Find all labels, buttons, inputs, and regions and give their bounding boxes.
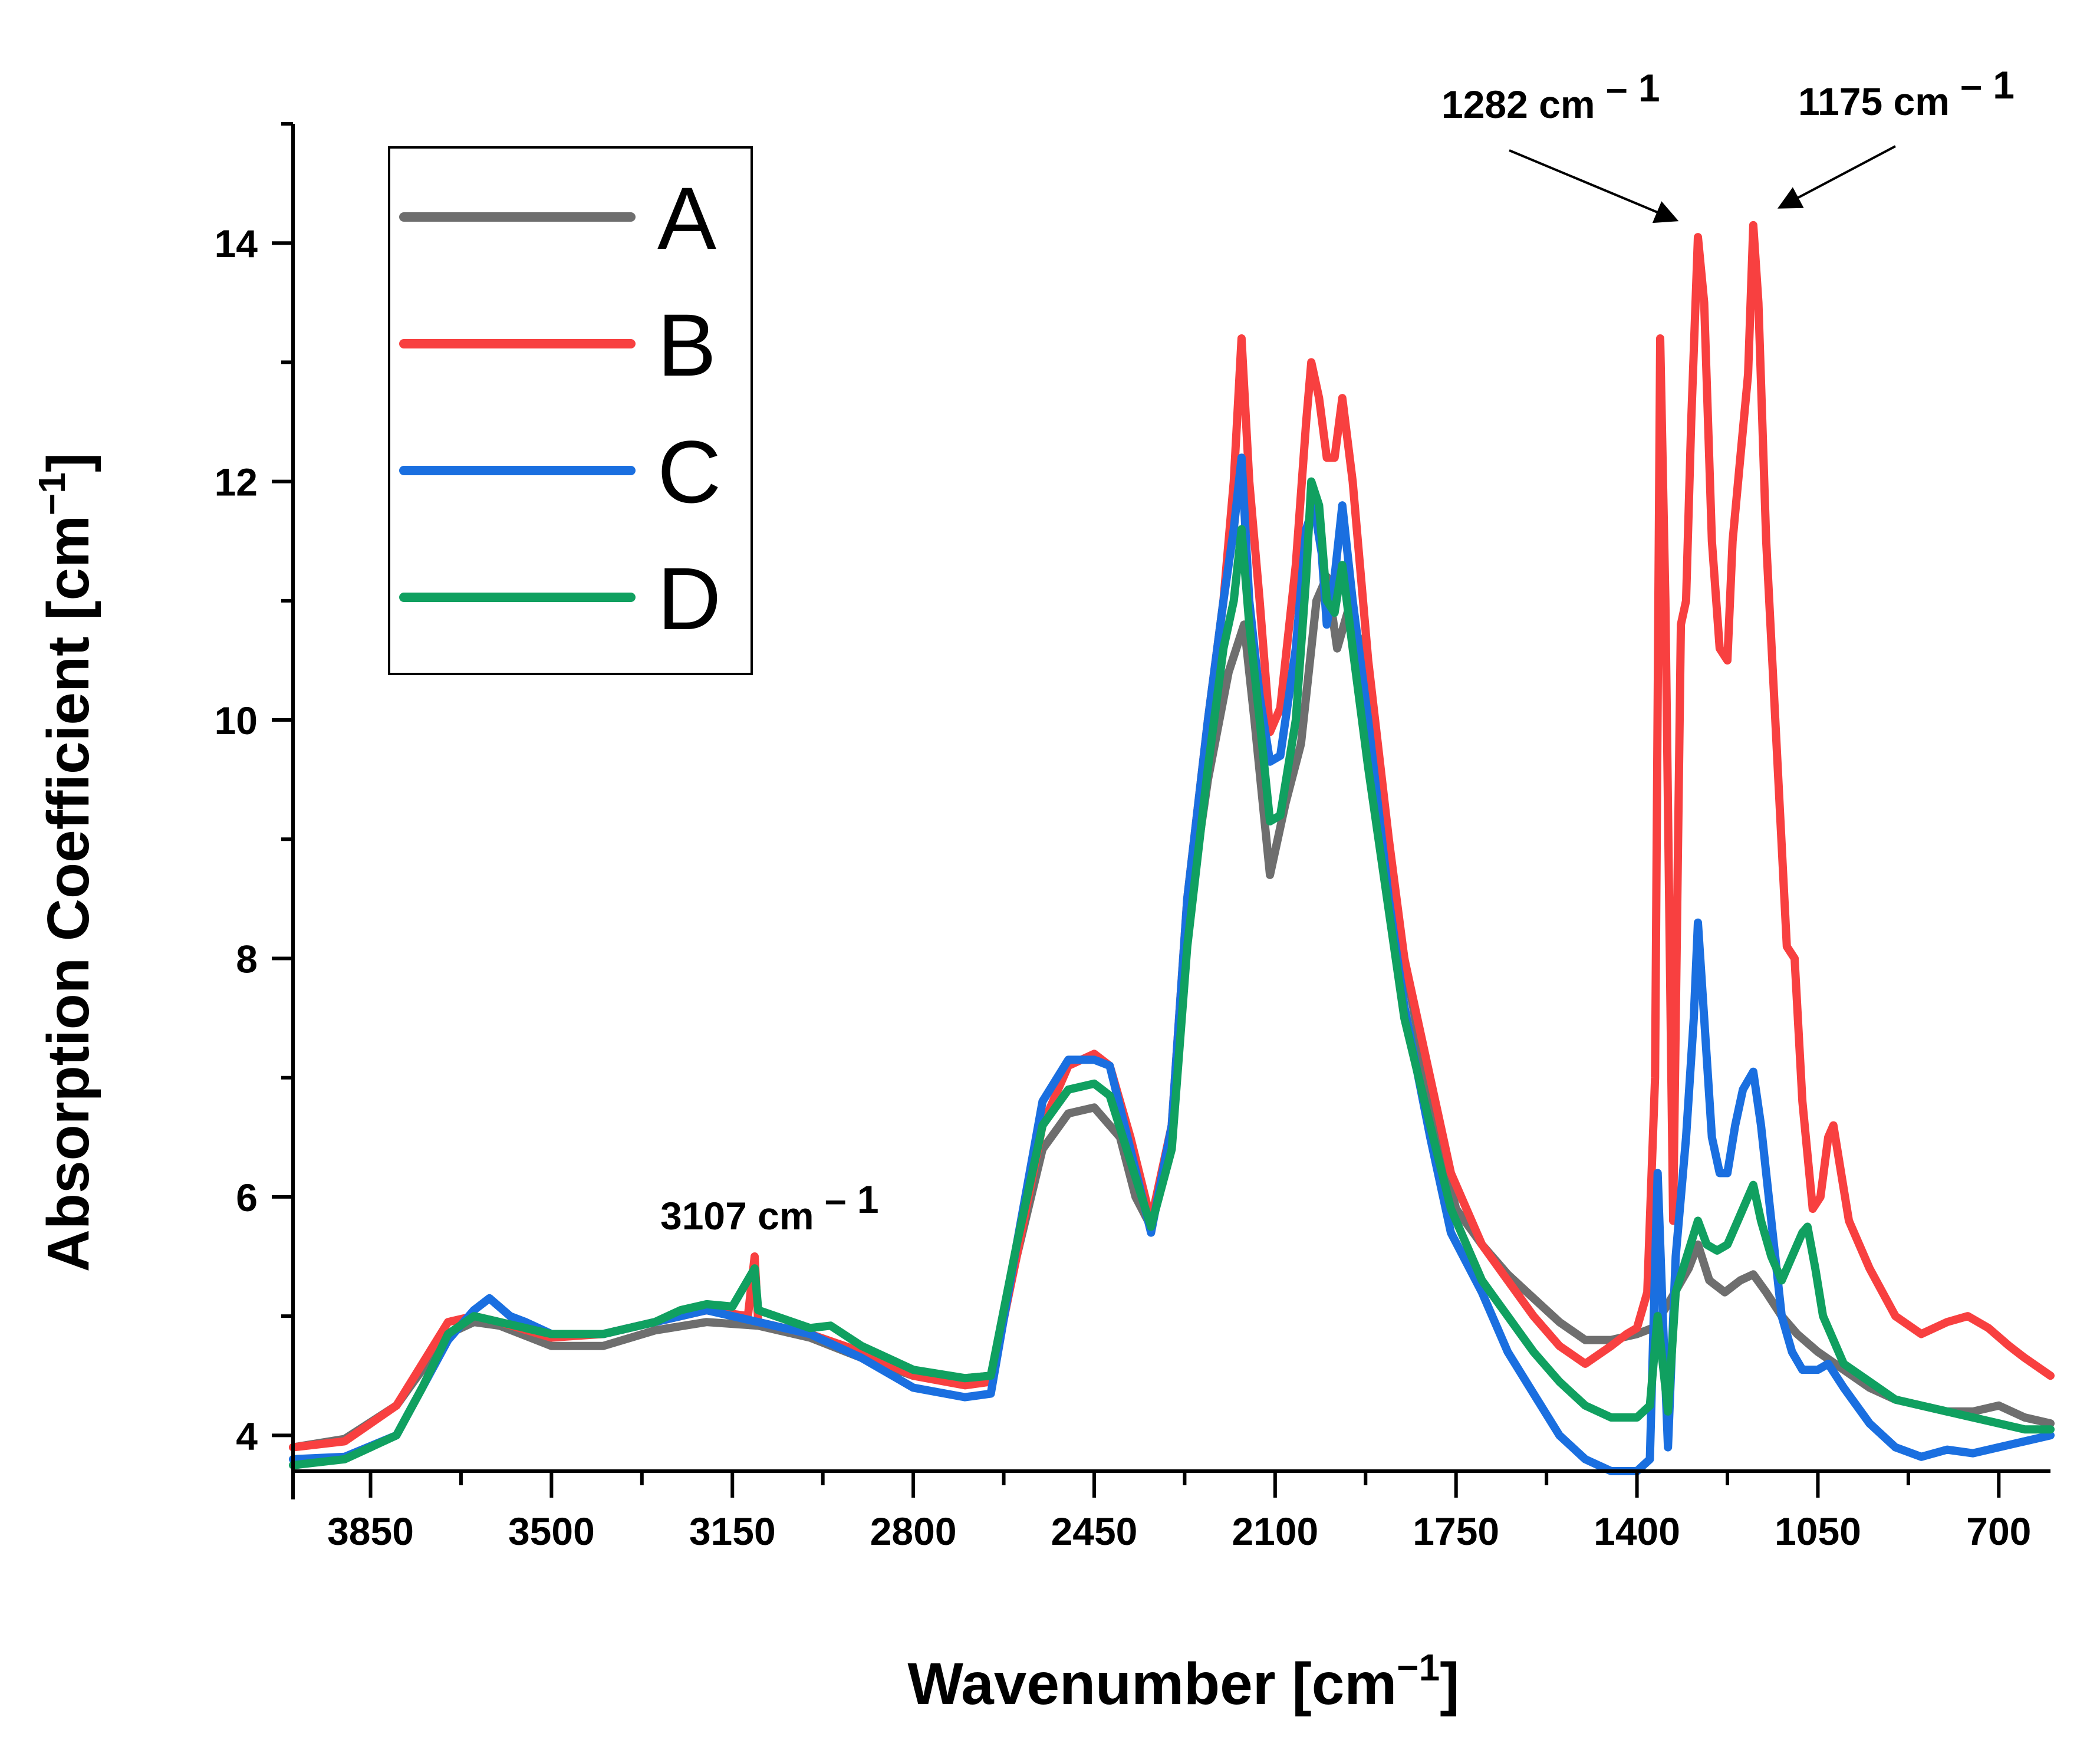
annotation-3107: 3107 cm – 1 [660, 1177, 879, 1238]
y-tick-label: 10 [215, 699, 258, 742]
legend-label-c: C [657, 422, 721, 521]
x-tick-label: 3150 [689, 1509, 776, 1553]
x-tick-label: 3850 [327, 1509, 414, 1553]
annotation-1175: 1175 cm – 1 [1798, 63, 2015, 123]
legend-box [388, 146, 753, 675]
x-tick-label: 2800 [870, 1509, 957, 1553]
legend-label-d: D [657, 549, 721, 648]
series-line-c [289, 453, 2055, 1475]
legend-label-b: B [657, 295, 716, 394]
series-line-a [289, 573, 2055, 1452]
series-line-d [289, 477, 2055, 1469]
x-tick-label: 2450 [1051, 1509, 1138, 1553]
y-axis-title: Absorption Coefficient [cm−1] [31, 453, 101, 1272]
x-tick-label: 1750 [1413, 1509, 1499, 1553]
annotation-arrow-1175 [1777, 145, 1896, 209]
annotation-arrow-1282 [1509, 149, 1679, 223]
x-tick-label: 700 [1966, 1509, 2031, 1553]
series-line-b [289, 221, 2055, 1452]
x-axis-title: Wavenumber [cm−1] [907, 1646, 1459, 1717]
y-tick-label: 12 [215, 461, 258, 504]
annotation-1282: 1282 cm – 1 [1441, 66, 1660, 126]
x-tick-label: 2100 [1232, 1509, 1318, 1553]
legend-label-a: A [657, 169, 716, 268]
y-tick-label: 14 [215, 222, 258, 265]
series-layer [289, 221, 2055, 1475]
x-tick-label: 1400 [1594, 1509, 1680, 1553]
y-tick-label: 8 [236, 937, 258, 981]
y-tick-label: 4 [236, 1414, 258, 1458]
axes-layer: 3850 3500 3150 2800 2450 2100 1750 1400 1050 700 4… [31, 122, 2050, 1717]
x-tick-label: 3500 [508, 1509, 595, 1553]
annotation-layer: 3107 cm – 1 1282 cm – 1 1175 cm – 1 [660, 63, 2015, 1238]
x-tick-label: 1050 [1775, 1509, 1861, 1553]
y-tick-label: 6 [236, 1176, 258, 1219]
